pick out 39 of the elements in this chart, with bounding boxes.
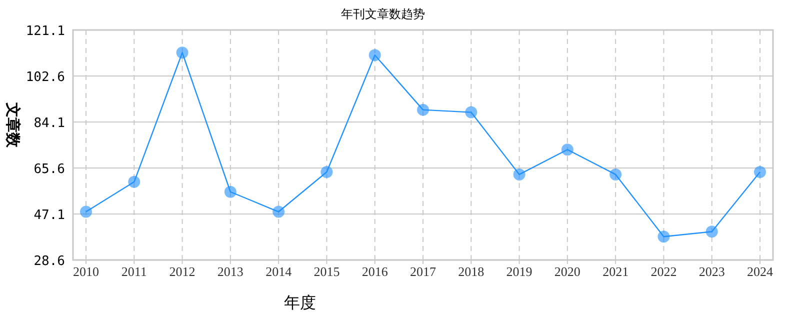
x-tick-label: 2016 bbox=[362, 264, 388, 279]
point bbox=[513, 168, 526, 180]
point bbox=[176, 46, 188, 59]
point bbox=[417, 104, 429, 116]
point bbox=[706, 226, 718, 238]
x-tick-label: 2018 bbox=[458, 264, 484, 279]
point bbox=[272, 206, 285, 218]
point bbox=[561, 144, 574, 156]
point bbox=[610, 168, 622, 180]
point bbox=[128, 176, 140, 188]
x-tick-label: 2023 bbox=[698, 264, 725, 279]
x-tick-label: 2013 bbox=[217, 264, 244, 279]
x-tick-label: 2020 bbox=[554, 264, 580, 279]
x-tick-label: 2011 bbox=[121, 264, 147, 279]
y-tick-label: 121.1 bbox=[26, 24, 65, 39]
x-tick-label: 2010 bbox=[73, 264, 99, 279]
point bbox=[754, 166, 766, 178]
y-axis-title: 文章数 bbox=[4, 102, 22, 148]
point bbox=[80, 206, 92, 218]
y-tick-label: 65.6 bbox=[34, 162, 65, 177]
y-tick-label: 47.1 bbox=[34, 208, 65, 223]
x-tick-label: 2015 bbox=[314, 264, 340, 279]
point bbox=[224, 186, 236, 198]
point bbox=[465, 106, 478, 118]
x-tick-label: 2022 bbox=[650, 264, 677, 279]
x-tick-label: 2019 bbox=[506, 264, 532, 279]
x-tick-label: 2021 bbox=[602, 264, 629, 279]
y-tick-label: 28.6 bbox=[34, 254, 65, 269]
point bbox=[368, 49, 381, 62]
x-axis-title: 年度 bbox=[284, 294, 316, 312]
y-tick-label: 102.6 bbox=[26, 70, 65, 85]
x-tick-label: 2024 bbox=[747, 264, 774, 279]
x-tick-label: 2012 bbox=[169, 264, 196, 279]
y-tick-label: 84.1 bbox=[34, 116, 65, 131]
chart-title: 年刊文章数趋势 bbox=[341, 7, 425, 21]
point bbox=[658, 230, 670, 243]
x-tick-label: 2017 bbox=[410, 264, 436, 279]
x-tick-label: 2014 bbox=[266, 264, 292, 279]
point bbox=[320, 166, 333, 178]
